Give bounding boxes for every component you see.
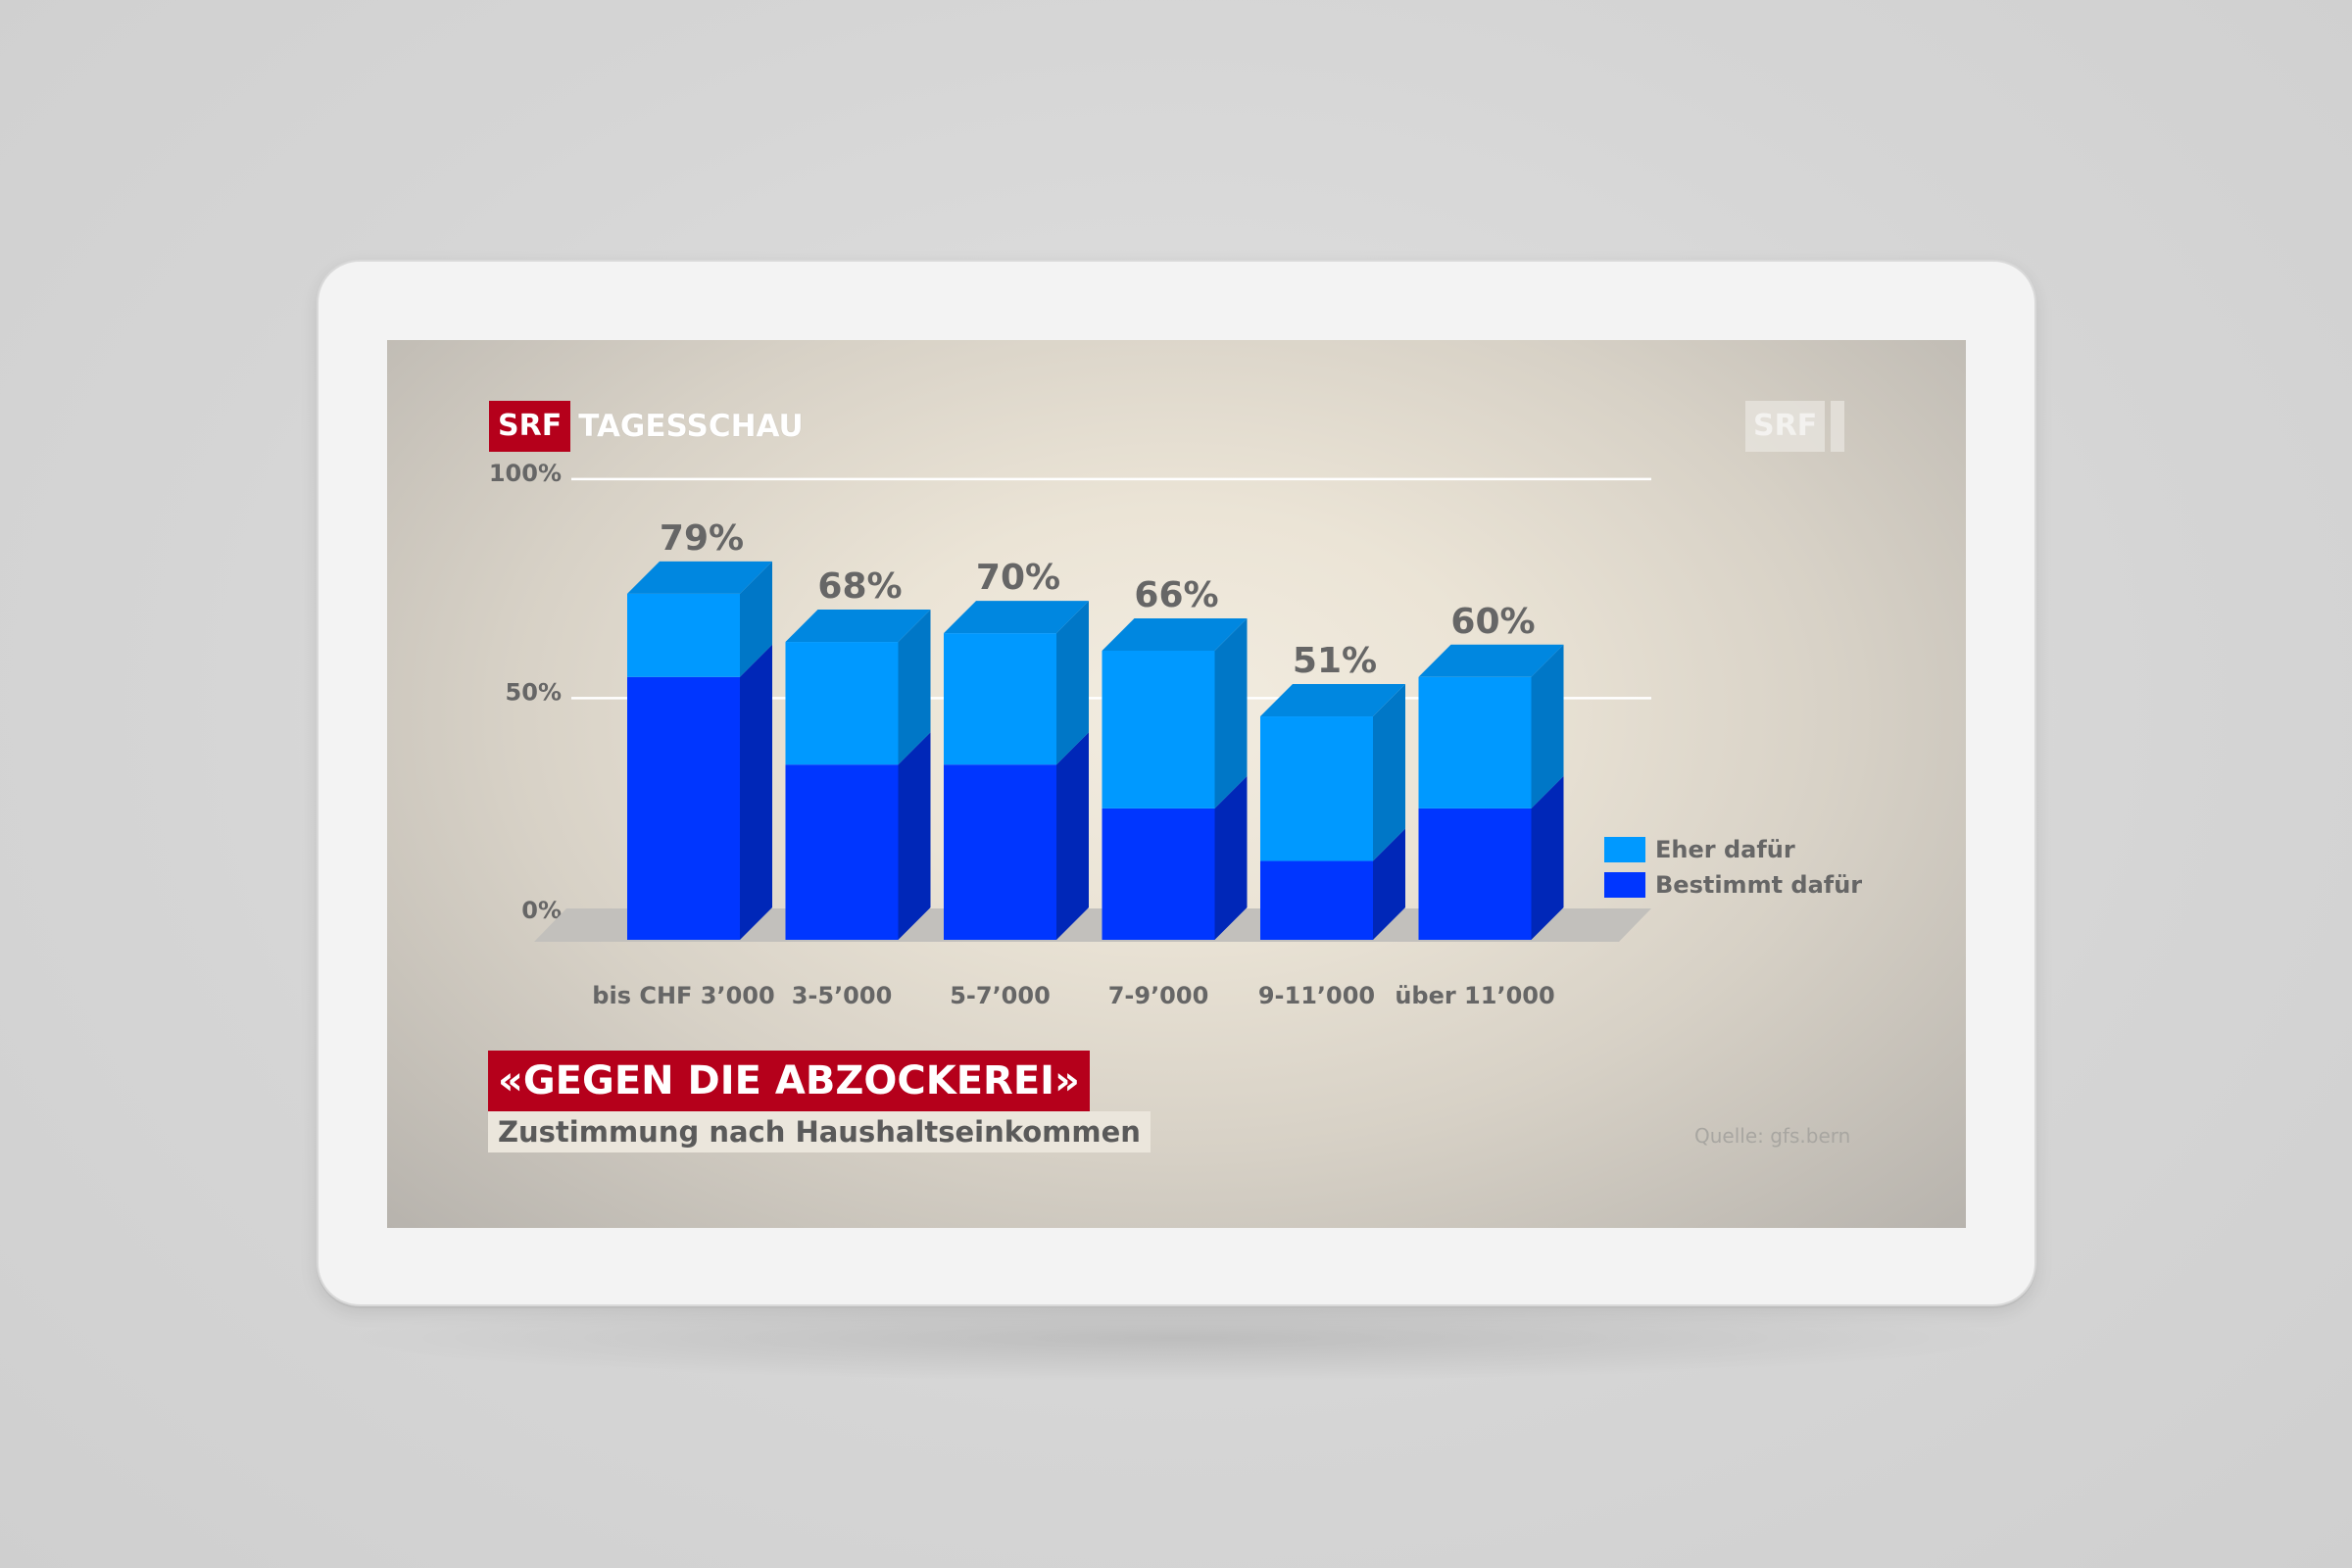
- bar-bestimmt: [1418, 808, 1532, 940]
- show-name: TAGESSCHAU: [578, 409, 804, 444]
- bar-side-bestimmt: [740, 644, 772, 940]
- bar-group: [1260, 684, 1405, 940]
- bar-total-label: 51%: [1293, 641, 1377, 681]
- bar-side-eher: [1214, 617, 1248, 808]
- bar-side-bestimmt: [1373, 828, 1405, 940]
- y-tick-label: 0%: [521, 897, 562, 924]
- bar-side-bestimmt: [898, 732, 931, 940]
- bar-group: [627, 561, 772, 940]
- bar-bestimmt: [1260, 860, 1373, 940]
- bar-bestimmt: [944, 764, 1056, 940]
- bar-top: [627, 561, 772, 594]
- x-category-label: 7-9’000: [1108, 982, 1209, 1009]
- bar-side-bestimmt: [1056, 732, 1089, 940]
- bar-top: [1102, 617, 1248, 651]
- broadcast-screen: SRF TAGESSCHAU SRF 0% 50% 100% 79% bis CHF …: [387, 340, 1966, 1228]
- bar-side-bestimmt: [1531, 775, 1564, 940]
- bar-side-eher: [740, 561, 772, 677]
- bar-group: [1102, 617, 1248, 940]
- legend-label-eher: Eher dafür: [1655, 836, 1795, 863]
- channel-logo: SRF: [1745, 401, 1845, 452]
- bar-top: [785, 610, 931, 643]
- bar-total-label: 60%: [1450, 602, 1535, 642]
- y-tick-label: 100%: [489, 460, 562, 487]
- channel-logo-text: SRF: [1745, 401, 1826, 452]
- chart-labels: 79% bis CHF 3’000 68% 3-5’000 70% 5-7’000 66% 7…: [592, 518, 1554, 1009]
- legend-swatch-bestimmt: [1604, 872, 1645, 898]
- bar-side-bestimmt: [1214, 775, 1248, 940]
- bar-side-eher: [898, 610, 931, 765]
- x-category-label: 3-5’000: [792, 982, 893, 1009]
- channel-number-bar: [1831, 401, 1845, 452]
- srf-tagesschau-logo: SRF TAGESSCHAU: [489, 401, 804, 452]
- bar-eher: [1260, 716, 1373, 861]
- bar-eher: [1418, 676, 1532, 808]
- bar-total-label: 79%: [660, 518, 744, 559]
- bar-eher: [944, 633, 1056, 765]
- bar-bestimmt: [1102, 808, 1215, 940]
- bar-bestimmt: [627, 676, 740, 940]
- srf-logo-badge: SRF: [489, 401, 571, 452]
- bar-bestimmt: [785, 764, 899, 940]
- x-category-label: 9-11’000: [1258, 982, 1375, 1009]
- bar-total-label: 68%: [817, 566, 902, 607]
- chart-legend: Eher dafür Bestimmt dafür: [1604, 832, 1862, 903]
- bar-side-eher: [1531, 644, 1564, 808]
- legend-swatch-eher: [1604, 837, 1645, 862]
- y-tick-label: 50%: [506, 678, 562, 706]
- subtitle: Zustimmung nach Haushaltseinkommen: [488, 1111, 1151, 1152]
- bar-total-label: 66%: [1134, 575, 1218, 615]
- bar-side-eher: [1373, 684, 1405, 861]
- bar-chart: 0% 50% 100% 79% bis CHF 3’000 68% 3-5’000 70% 5…: [489, 460, 1651, 1009]
- bar-total-label: 70%: [976, 558, 1060, 598]
- bar-group: [1418, 644, 1564, 940]
- bar-top: [944, 601, 1089, 634]
- bar-group: [785, 610, 931, 940]
- legend-label-bestimmt: Bestimmt dafür: [1655, 871, 1863, 899]
- x-category-label: über 11’000: [1395, 982, 1554, 1009]
- bar-eher: [785, 642, 899, 765]
- x-category-label: 5-7’000: [950, 982, 1051, 1009]
- device-shadow: [333, 1294, 2019, 1382]
- bar-side-eher: [1056, 601, 1089, 765]
- legend-item-eher: Eher dafür: [1604, 832, 1862, 867]
- legend-item-bestimmt: Bestimmt dafür: [1604, 867, 1862, 903]
- bar-top: [1418, 644, 1564, 677]
- source-note: Quelle: gfs.bern: [1694, 1124, 1851, 1148]
- headline: «GEGEN DIE ABZOCKEREI»: [488, 1051, 1090, 1111]
- bar-eher: [627, 593, 740, 677]
- bar-top: [1260, 684, 1405, 717]
- chart-bars: [627, 561, 1564, 940]
- x-category-label: bis CHF 3’000: [592, 982, 774, 1009]
- bar-eher: [1102, 650, 1215, 808]
- bar-group: [944, 601, 1089, 940]
